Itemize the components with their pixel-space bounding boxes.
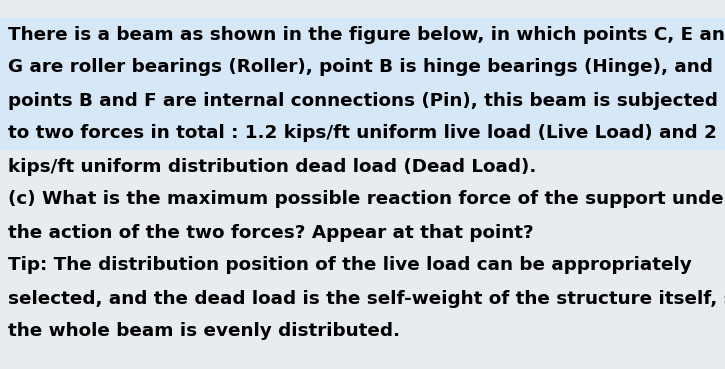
Text: selected, and the dead load is the self-weight of the structure itself, so: selected, and the dead load is the self-… (8, 290, 725, 307)
Bar (0, 84, 725, 117)
Text: the action of the two forces? Appear at that point?: the action of the two forces? Appear at … (8, 224, 534, 241)
Bar (0, 18, 725, 51)
Bar (0, 117, 725, 150)
Text: the whole beam is evenly distributed.: the whole beam is evenly distributed. (8, 323, 400, 341)
Text: (c) What is the maximum possible reaction force of the support under: (c) What is the maximum possible reactio… (8, 190, 725, 208)
Text: to two forces in total : 1.2 kips/ft uniform live load (Live Load) and 2: to two forces in total : 1.2 kips/ft uni… (8, 124, 717, 142)
Text: points B and F are internal connections (Pin), this beam is subjected: points B and F are internal connections … (8, 92, 718, 110)
Text: kips/ft uniform distribution dead load (Dead Load).: kips/ft uniform distribution dead load (… (8, 158, 536, 176)
Bar (0, 51, 725, 84)
Text: G are roller bearings (Roller), point B is hinge bearings (Hinge), and: G are roller bearings (Roller), point B … (8, 59, 713, 76)
Text: There is a beam as shown in the figure below, in which points C, E and: There is a beam as shown in the figure b… (8, 25, 725, 44)
Text: Tip: The distribution position of the live load can be appropriately: Tip: The distribution position of the li… (8, 256, 692, 275)
